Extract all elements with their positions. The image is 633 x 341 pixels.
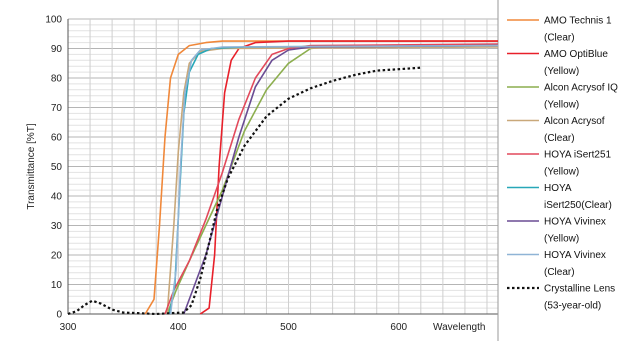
legend-label-9: Crystalline Lens xyxy=(544,284,615,295)
y-axis-ticks: 0 10 20 30 40 50 60 70 80 90 100 xyxy=(45,15,62,321)
x-tick-label: 600 xyxy=(390,322,407,333)
legend-label-5: HOYA iSert251 xyxy=(544,150,612,161)
legend-label-1: AMO Technis 1 xyxy=(544,16,612,27)
legend-label-3: Alcon Acrysof IQ xyxy=(544,83,618,94)
series-line-2 xyxy=(199,40,498,315)
y-tick-label: 40 xyxy=(51,192,63,203)
y-tick-label: 10 xyxy=(51,280,63,291)
x-tick-label: 400 xyxy=(170,322,187,333)
series-line-1 xyxy=(144,40,498,315)
legend: AMO Technis 1 (Clear) AMO OptiBlue (Yellow)… xyxy=(507,16,618,312)
legend-label-7: HOYA Vivinex xyxy=(544,217,606,228)
y-tick-label: 30 xyxy=(51,221,63,232)
legend-label-2: AMO OptiBlue xyxy=(544,49,608,60)
legend-label-8: HOYA Vivinex xyxy=(544,250,606,261)
y-tick-label: 0 xyxy=(56,310,62,321)
legend-sublabel-6: iSert250(Clear) xyxy=(544,200,612,211)
y-tick-label: 70 xyxy=(51,103,63,114)
series-line-8 xyxy=(169,44,499,315)
y-tick-label: 20 xyxy=(51,251,63,262)
legend-sublabel-4: (Clear) xyxy=(544,133,575,144)
series-line-4 xyxy=(166,46,499,315)
y-tick-label: 50 xyxy=(51,162,63,173)
x-tick-label: 300 xyxy=(60,322,77,333)
legend-sublabel-3: (Yellow) xyxy=(544,100,579,111)
legend-sublabel-9: (53-year-old) xyxy=(544,301,601,312)
y-axis-title: Transmittance [%T] xyxy=(26,123,37,210)
y-tick-label: 60 xyxy=(51,133,63,144)
series-line-7 xyxy=(183,44,499,315)
legend-sublabel-5: (Yellow) xyxy=(544,167,579,178)
legend-sublabel-7: (Yellow) xyxy=(544,234,579,245)
x-tick-label: 500 xyxy=(280,322,297,333)
y-tick-label: 80 xyxy=(51,74,63,85)
series-lines xyxy=(67,40,499,316)
legend-label-4: Alcon Acrysof xyxy=(544,116,605,127)
legend-sublabel-2: (Yellow) xyxy=(544,66,579,77)
legend-sublabel-8: (Clear) xyxy=(544,267,575,278)
legend-sublabel-1: (Clear) xyxy=(544,33,575,44)
series-line-9 xyxy=(67,66,421,316)
series-line-5 xyxy=(164,43,499,315)
x-axis-title: Wavelength xyxy=(433,322,485,333)
x-axis-ticks: 300 400 500 600 xyxy=(60,322,408,333)
plot-axes xyxy=(67,0,499,341)
y-tick-label: 100 xyxy=(45,15,62,26)
legend-label-6: HOYA xyxy=(544,183,572,194)
plot-grid xyxy=(67,18,498,315)
y-tick-label: 90 xyxy=(51,44,63,55)
